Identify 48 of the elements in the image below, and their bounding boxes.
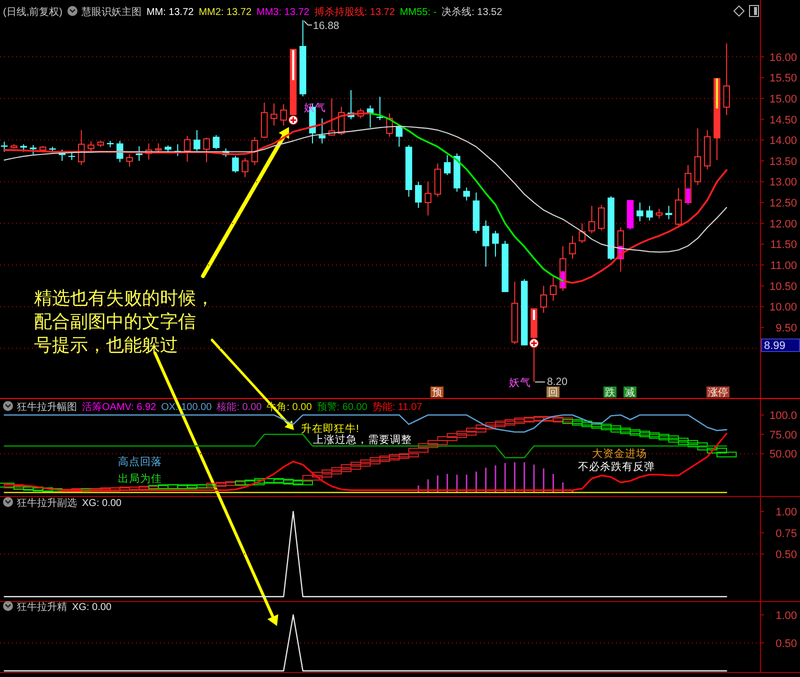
header: (日线,前复权) 慧眼识妖主图 MM: 13.72 MM2: 13.72 MM3: 13.72 搏杀持股线: 13.72 MM55: - 决杀线: 13.52 — [3, 6, 502, 18]
y-tick-label: 1.00 — [776, 610, 797, 622]
y-tick-label: 15.50 — [769, 72, 797, 85]
note: 精选也有失败的时候，配合副图中的文字信号提示，也能躲过 — [34, 288, 214, 355]
annotation: 16.88 — [313, 20, 340, 32]
series-label: OX: 100.00 — [161, 402, 212, 413]
note: 8.20 — [534, 376, 568, 388]
note: 跌 — [604, 386, 616, 398]
note: 妖气 — [509, 377, 531, 389]
note: 升在即狂牛! — [301, 423, 359, 435]
y-tick-label: 0.75 — [776, 528, 797, 540]
y-tick-label: 13.50 — [769, 156, 797, 168]
y-tick-label: 0.50 — [776, 549, 797, 562]
y-tick-label: 11.00 — [770, 260, 797, 272]
y-tick-label: 12.50 — [769, 198, 797, 210]
annotation: 活筹OAMV: 6.92 — [82, 401, 157, 413]
annotation: 8.20 — [547, 376, 568, 388]
y-tick-label: 14.50 — [769, 114, 797, 126]
note: 大资金进场 — [592, 448, 647, 460]
note: 8.99 — [761, 338, 800, 352]
y-tick-label: 12.00 — [769, 218, 797, 230]
header: 狂牛拉升精 XG: 0.00 — [3, 601, 112, 613]
y-tick-label: 15.00 — [769, 93, 797, 106]
y-tick-label: 13.00 — [769, 176, 797, 189]
chart-title: 狂牛拉升副选 — [17, 497, 77, 509]
y-tick-label: 0.50 — [776, 638, 797, 650]
note: 出局为佳 — [118, 473, 162, 485]
header: 狂牛拉升副选 XG: 0.00 — [3, 497, 122, 509]
chart-title: 狂牛拉升幅图 — [17, 401, 77, 413]
note: 上涨过急，需要调整 — [313, 434, 412, 446]
y-tick-label: 9.50 — [776, 322, 797, 334]
y-tick-label: 11.50 — [770, 239, 797, 252]
y-tick-label: 100.0 — [769, 410, 797, 422]
y-tick-label: 14.00 — [769, 135, 797, 148]
y-tick-label: 16.00 — [769, 52, 797, 64]
y-tick-label: 10.50 — [769, 280, 797, 293]
note: 高点回落 — [118, 456, 162, 468]
note: 涨停 — [706, 386, 730, 398]
y-tick-label: 75.00 — [769, 429, 797, 442]
chart-title: 狂牛拉升精 — [17, 601, 67, 613]
y-tick-label: 1.00 — [776, 506, 797, 518]
note: 回 — [546, 386, 560, 398]
note: 16.88 — [304, 20, 340, 32]
note: 预 — [430, 386, 444, 398]
note: 减 — [624, 386, 636, 398]
y-tick-label: 10.00 — [769, 302, 797, 314]
note: 不必杀跌有反弹 — [578, 461, 655, 473]
y-tick-label: 50.00 — [769, 448, 797, 461]
